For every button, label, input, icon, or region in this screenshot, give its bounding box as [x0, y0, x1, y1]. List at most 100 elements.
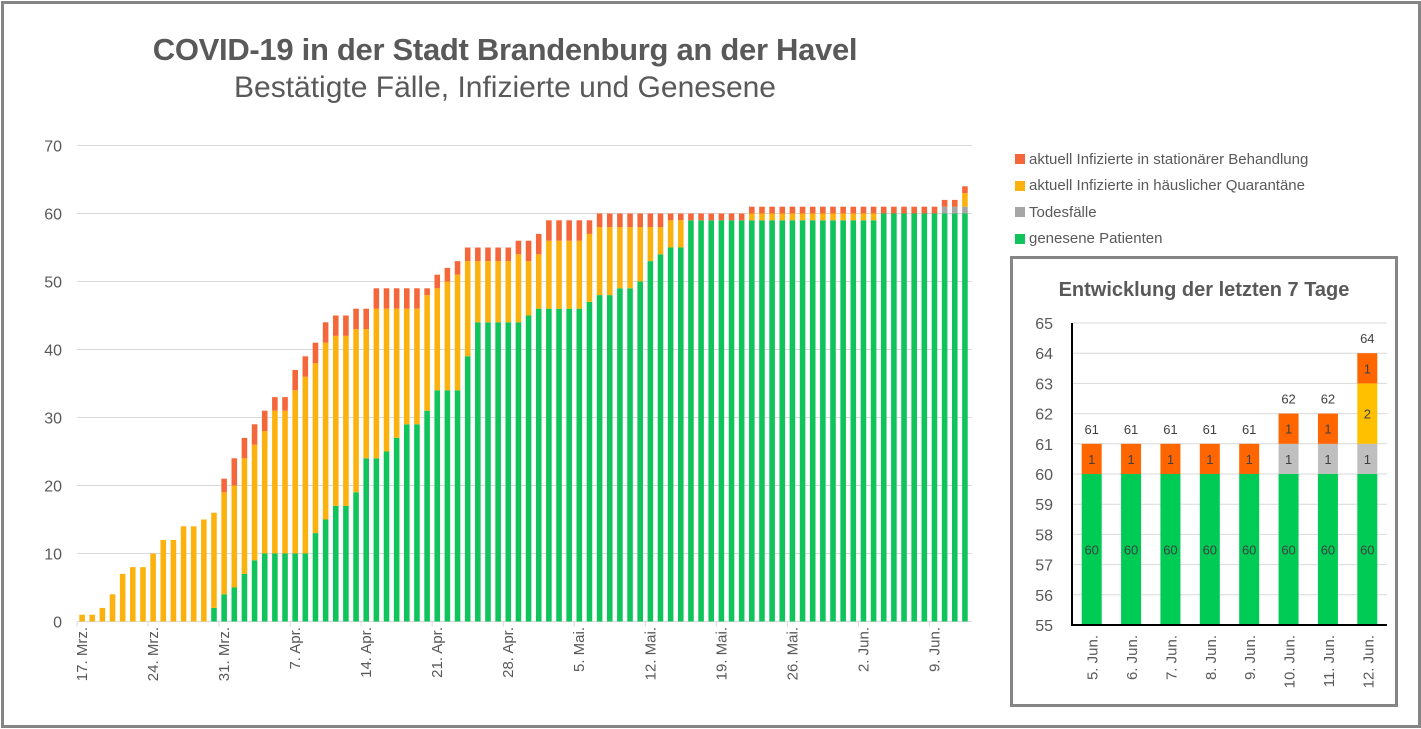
bar-segment-genesen — [678, 247, 684, 622]
inset-bar-segment-genesen — [1357, 474, 1378, 625]
bar-segment-genesen — [353, 492, 359, 622]
main-chart: 0 10 20 30 40 50 60 70 17. Mrz. 24. Mrz. 31. Mrz. 7… — [44, 139, 972, 681]
bar-segment-stationaer — [505, 247, 512, 262]
x-tick-label: 14. Apr. — [358, 627, 375, 678]
inset-y-tick-label: 65 — [1035, 316, 1053, 333]
inset-bar-segment-genesen — [1160, 474, 1181, 625]
bar-segment-quarantaene — [414, 308, 420, 425]
bar-segment-quarantaene — [870, 213, 877, 221]
bar-segment-genesen — [343, 505, 349, 622]
legend: aktuell Infizierte in stationärer Behand… — [1015, 146, 1308, 252]
bar-segment-stationaer — [241, 437, 248, 459]
bar-segment-quarantaene — [495, 261, 501, 323]
inset-total-label: 61 — [1203, 422, 1217, 437]
bar-segment-stationaer — [830, 206, 836, 214]
bar-segment-quarantaene — [546, 240, 552, 309]
bar-segment-genesen — [789, 220, 796, 622]
inset-y-tick-label: 61 — [1035, 437, 1053, 454]
bar-segment-genesen — [241, 573, 248, 622]
bar-segment-stationaer — [221, 478, 227, 493]
bar-segment-quarantaene — [312, 363, 319, 534]
bar-segment-genesen — [708, 220, 715, 622]
bar-segment-genesen — [647, 261, 654, 622]
inset-x-tick-label: 6. Jun. — [1124, 635, 1141, 680]
inset-bar-segment-stationaer — [1160, 443, 1181, 474]
bar-segment-stationaer — [566, 220, 572, 241]
bar-segment-genesen — [667, 247, 674, 622]
bar-segment-quarantaene — [140, 567, 146, 622]
inset-bar-segment-todesfaelle — [1357, 443, 1378, 474]
x-tick-label: 7. Apr. — [287, 627, 304, 670]
bar-segment-stationaer — [840, 206, 846, 214]
bar-segment-genesen — [556, 308, 562, 622]
bar-segment-stationaer — [322, 322, 329, 343]
bar-segment-quarantaene — [393, 308, 400, 438]
bar-segment-genesen — [596, 295, 603, 622]
bar-segment-quarantaene — [109, 594, 116, 622]
bar-segment-genesen — [931, 213, 938, 622]
bar-segment-stationaer — [363, 308, 369, 330]
inset-x-tick-label: 12. Jun. — [1360, 635, 1377, 688]
bar-segment-genesen — [373, 458, 380, 622]
bar-segment-stationaer — [637, 213, 643, 228]
bar-segment-stationaer — [647, 213, 654, 228]
bar-segment-stationaer — [546, 220, 552, 241]
bar-segment-stationaer — [251, 424, 258, 445]
bar-segment-quarantaene — [820, 213, 826, 221]
bar-segment-stationaer — [282, 397, 288, 411]
bar-segment-genesen — [880, 213, 887, 622]
x-tick-label: 17. Mrz. — [74, 627, 91, 681]
bar-segment-stationaer — [860, 206, 867, 214]
bar-segment-quarantaene — [170, 539, 177, 622]
bar-segment-genesen — [860, 220, 867, 622]
bar-segment-stationaer — [678, 213, 684, 221]
bar-segment-quarantaene — [130, 567, 136, 622]
inset-data-label: 1 — [1364, 361, 1371, 376]
inset-y-tick-label: 60 — [1035, 467, 1053, 484]
inset-data-label: 1 — [1285, 452, 1292, 467]
bar-segment-quarantaene — [850, 213, 857, 221]
bar-segment-genesen — [962, 213, 968, 622]
bar-segment-quarantaene — [830, 213, 836, 221]
bar-segment-quarantaene — [657, 227, 664, 255]
inset-bar-segment-genesen — [1081, 474, 1102, 625]
bar-segment-genesen — [414, 424, 420, 622]
bar-segment-genesen — [738, 220, 745, 622]
bar-segment-quarantaene — [424, 295, 430, 411]
bar-segment-stationaer — [515, 240, 522, 255]
bar-segment-stationaer — [962, 186, 968, 194]
bar-segment-quarantaene — [454, 274, 461, 391]
inset-x-tick-label: 7. Jun. — [1163, 635, 1180, 680]
bar-segment-quarantaene — [221, 492, 227, 595]
inset-bar-segment-stationaer — [1199, 443, 1220, 474]
bar-segment-quarantaene — [160, 539, 167, 622]
bar-segment-genesen — [759, 220, 765, 622]
bar-segment-quarantaene — [860, 213, 867, 221]
bar-segment-quarantaene — [779, 213, 786, 221]
bar-segment-genesen — [272, 553, 278, 622]
bar-segment-stationaer — [495, 247, 501, 262]
bar-segment-quarantaene — [79, 614, 85, 622]
bar-segment-genesen — [769, 220, 775, 622]
inset-bar-segment-stationaer — [1239, 443, 1260, 474]
x-tick-label: 5. Mai. — [571, 627, 588, 672]
y-tick-label: 50 — [44, 275, 62, 292]
bar-segment-quarantaene — [251, 444, 258, 561]
inset-y-tick-label: 55 — [1035, 618, 1053, 635]
bar-segment-quarantaene — [272, 410, 278, 554]
legend-label: aktuell Infizierte in stationärer Behand… — [1029, 150, 1309, 168]
x-tick-label: 2. Jun. — [855, 627, 872, 672]
inset-total-label: 61 — [1124, 422, 1138, 437]
inset-y-tick-label: 59 — [1035, 497, 1053, 514]
x-tick-label: 31. Mrz. — [216, 627, 233, 681]
bar-segment-stationaer — [596, 213, 603, 228]
bar-segment-genesen — [576, 308, 583, 622]
inset-total-label: 61 — [1084, 422, 1098, 437]
bar-segment-stationaer — [941, 199, 948, 207]
bar-segment-quarantaene — [576, 240, 583, 309]
inset-total-label: 64 — [1360, 331, 1374, 346]
bar-segment-stationaer — [434, 274, 441, 289]
bar-segment-genesen — [627, 288, 633, 622]
bar-segment-stationaer — [880, 206, 887, 214]
x-tick-label: 12. Mai. — [642, 627, 659, 680]
